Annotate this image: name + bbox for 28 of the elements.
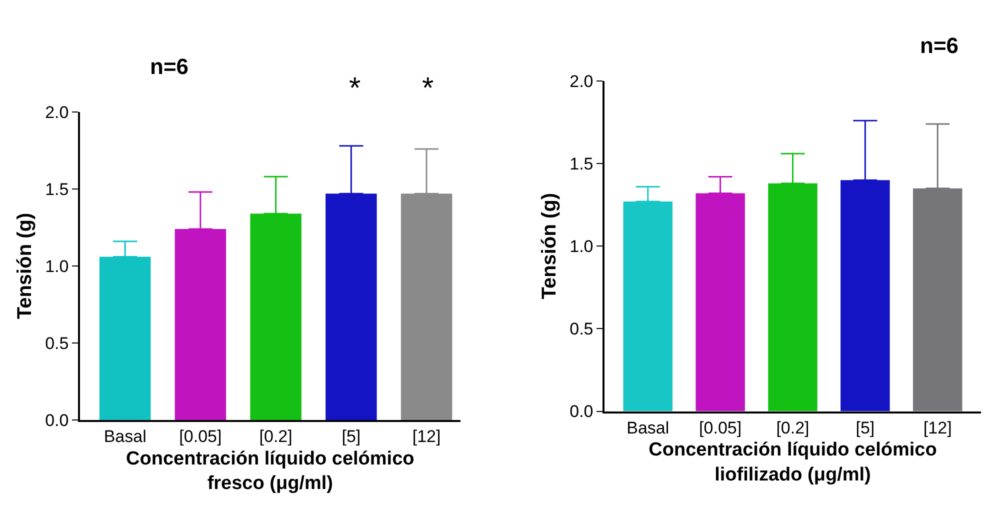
y-tick-label: 2.0: [570, 72, 594, 91]
x-tick-label: [0.2]: [776, 418, 810, 438]
y-tick-label: 1.0: [45, 256, 69, 276]
y-axis-title: Tensión (g): [14, 212, 36, 320]
y-tick-label: 2.0: [45, 102, 69, 122]
y-tick-label: 1.0: [570, 237, 594, 256]
x-axis-title: Concentración líquido celómico liofilizado (μg/ml): [648, 440, 937, 486]
x-axis-title: Concentración líquido celómico fresco (μg/ml): [126, 448, 414, 494]
x-tick-label: [0.2]: [259, 427, 292, 446]
text: *: [349, 72, 361, 105]
y-axis-title: Tensión (g): [538, 192, 561, 300]
x-tick-label: Basal: [104, 427, 146, 446]
x-tick-label: [12]: [412, 427, 441, 446]
text: *: [422, 72, 434, 105]
y-tick-label: 1.5: [45, 180, 69, 199]
x-tick-label: [5]: [856, 418, 875, 438]
y-tick-label: 0.5: [570, 320, 594, 339]
text: n=6: [920, 33, 959, 58]
text: n=6: [150, 54, 189, 79]
x-tick-label: [0.05]: [699, 418, 742, 438]
x-tick-label: [5]: [342, 427, 361, 446]
y-tick-label: 1.5: [570, 154, 594, 174]
x-tick-label: Basal: [626, 418, 670, 438]
y-tick-label: 0.5: [45, 334, 69, 353]
y-tick-label: 0.0: [570, 402, 594, 422]
y-tick-label: 0.0: [45, 410, 69, 430]
x-tick-label: [0.05]: [179, 427, 222, 446]
x-tick-label: [12]: [923, 418, 952, 438]
